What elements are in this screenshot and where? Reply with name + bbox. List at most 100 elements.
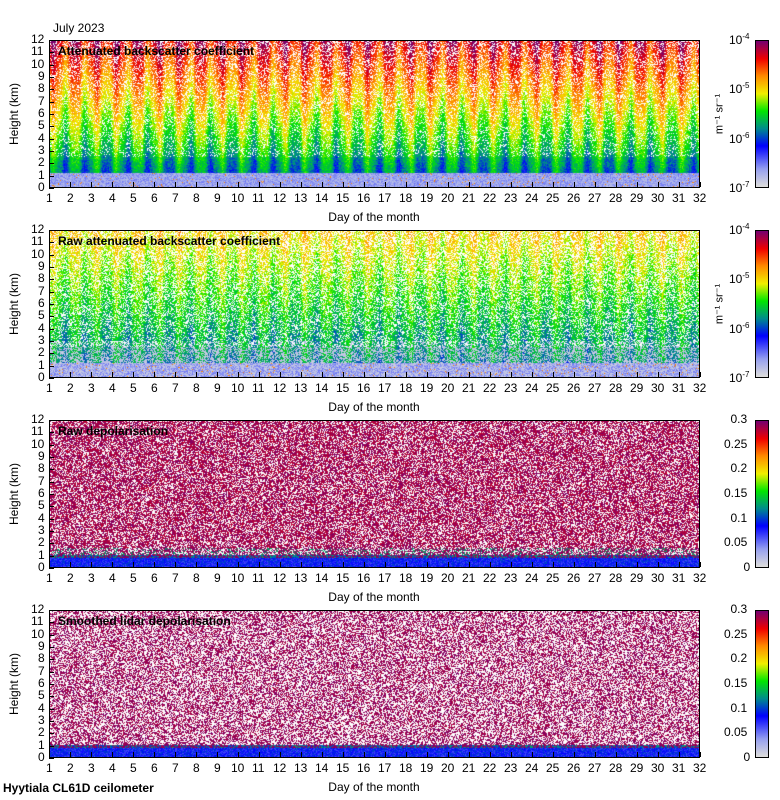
y-tick-label: 0 (38, 560, 45, 574)
x-tick-mark (448, 182, 449, 187)
y-tick-mark (49, 230, 54, 231)
x-tick-mark (679, 372, 680, 377)
y-tick-mark (49, 175, 54, 177)
x-tick-label: 16 (357, 191, 371, 205)
y-tick-mark (49, 52, 54, 54)
y-tick-label: 11 (31, 234, 44, 249)
x-tick-label: 1 (46, 761, 53, 775)
x-tick-label: 2 (67, 381, 74, 395)
x-tick-label: 11 (252, 381, 265, 395)
x-tick-mark (238, 182, 239, 187)
x-tick-label: 19 (420, 571, 434, 585)
x-tick-label: 9 (214, 381, 221, 395)
colorbar-tick-label: 10-7 (729, 370, 749, 385)
x-tick-label: 19 (420, 761, 434, 775)
y-tick-mark (49, 101, 54, 103)
x-tick-label: 24 (525, 571, 539, 585)
x-tick-label: 6 (151, 761, 158, 775)
x-tick-mark (553, 752, 554, 757)
y-tick-mark (49, 506, 54, 508)
x-tick-mark (511, 562, 512, 567)
y-tick-mark (49, 481, 54, 483)
y-tick-mark (49, 622, 54, 624)
x-axis-label: Day of the month (328, 400, 420, 414)
x-tick-label: 22 (483, 191, 497, 205)
x-tick-label: 10 (231, 571, 245, 585)
colorbar-tick-label: 0.25 (724, 436, 748, 451)
x-tick-label: 23 (504, 571, 518, 585)
x-tick-label: 29 (630, 761, 644, 775)
x-tick-mark (49, 372, 50, 377)
x-tick-label: 25 (546, 191, 560, 205)
y-tick-label: 2 (38, 155, 45, 170)
x-tick-label: 12 (273, 381, 287, 395)
colorbar-unit: m⁻¹ sr⁻¹ (713, 283, 726, 325)
x-tick-mark (364, 752, 365, 757)
x-tick-label: 8 (193, 761, 200, 775)
x-tick-mark (637, 752, 638, 757)
y-tick-label: 4 (38, 700, 45, 715)
y-tick-label: 7 (38, 283, 45, 298)
x-tick-label: 1 (46, 191, 53, 205)
x-tick-label: 29 (630, 191, 644, 205)
tick-exponent: -5 (742, 271, 750, 281)
tick-exponent: -5 (742, 81, 750, 91)
x-tick-mark (217, 562, 218, 567)
x-tick-label: 18 (399, 191, 413, 205)
x-tick-label: 26 (567, 761, 581, 775)
x-tick-mark (259, 562, 260, 567)
x-tick-label: 27 (588, 761, 602, 775)
date-label: July 2023 (53, 21, 105, 35)
x-tick-mark (700, 752, 701, 757)
x-tick-mark (595, 752, 596, 757)
heatmap-canvas (50, 231, 699, 377)
x-tick-label: 17 (378, 191, 392, 205)
x-tick-mark (385, 752, 386, 757)
y-tick-mark (49, 531, 54, 532)
y-tick-mark (49, 543, 54, 545)
y-tick-mark (49, 64, 54, 66)
x-tick-mark (175, 182, 176, 187)
x-tick-label: 8 (193, 191, 200, 205)
x-tick-label: 27 (588, 191, 602, 205)
heatmap-canvas (50, 41, 699, 187)
x-tick-label: 9 (214, 761, 221, 775)
x-tick-mark (133, 752, 134, 757)
x-tick-mark (490, 182, 491, 187)
x-tick-label: 1 (46, 571, 53, 585)
y-tick-mark (49, 708, 54, 710)
y-tick-label: 12 (31, 602, 45, 616)
x-tick-mark (259, 182, 260, 187)
x-tick-label: 8 (193, 381, 200, 395)
x-tick-mark (553, 372, 554, 377)
x-tick-label: 28 (609, 191, 623, 205)
y-tick-label: 5 (38, 308, 45, 323)
x-tick-mark (448, 752, 449, 757)
y-tick-mark (49, 745, 54, 747)
y-tick-label: 9 (38, 639, 45, 653)
x-tick-label: 4 (109, 571, 116, 585)
x-tick-label: 13 (294, 191, 308, 205)
x-tick-mark (175, 372, 176, 377)
y-tick-mark (49, 469, 54, 471)
x-tick-label: 26 (567, 191, 581, 205)
y-tick-label: 8 (38, 651, 45, 666)
x-tick-label: 13 (294, 761, 308, 775)
x-tick-label: 18 (399, 571, 413, 585)
y-tick-label: 12 (31, 412, 45, 426)
x-tick-mark (322, 372, 323, 377)
x-tick-label: 17 (378, 381, 392, 395)
y-tick-label: 11 (31, 44, 44, 59)
x-tick-mark (112, 562, 113, 567)
x-tick-mark (217, 752, 218, 757)
x-tick-label: 17 (378, 571, 392, 585)
x-axis-label: Day of the month (328, 210, 420, 224)
x-tick-label: 27 (588, 571, 602, 585)
x-tick-mark (322, 182, 323, 187)
y-tick-mark (49, 518, 54, 520)
x-tick-label: 20 (441, 191, 455, 205)
x-tick-mark (574, 182, 575, 187)
x-tick-mark (217, 372, 218, 377)
y-tick-mark (49, 634, 54, 636)
y-tick-label: 3 (38, 333, 45, 347)
